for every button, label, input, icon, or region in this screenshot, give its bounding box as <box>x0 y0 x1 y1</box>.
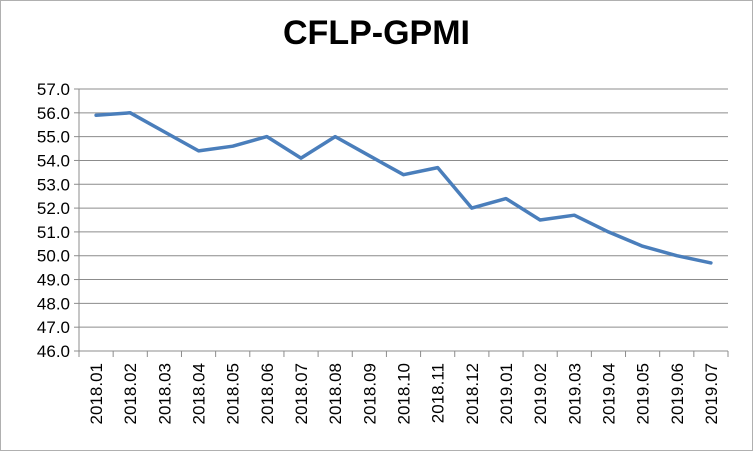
x-tick-label: 2018.10 <box>395 363 414 424</box>
series-lines <box>94 111 713 265</box>
x-tick-label: 2018.08 <box>326 363 345 424</box>
y-tick-label: 47.0 <box>37 318 70 337</box>
axes <box>74 88 729 357</box>
x-tick-label: 2018.03 <box>155 363 174 424</box>
y-tick-label: 54.0 <box>37 151 70 170</box>
y-tick-label: 57.0 <box>37 80 70 99</box>
x-tick-label: 2018.12 <box>463 363 482 424</box>
series-line <box>94 111 713 265</box>
x-tick-label: 2019.03 <box>565 363 584 424</box>
chart-title: CFLP-GPMI <box>283 14 470 52</box>
x-tick-label: 2019.07 <box>702 363 721 424</box>
x-tick-label: 2018.09 <box>360 363 379 424</box>
x-tick-label: 2018.05 <box>224 363 243 424</box>
x-tick-label: 2019.02 <box>531 363 550 424</box>
y-tick-label: 52.0 <box>37 199 70 218</box>
x-tick-label: 2018.07 <box>292 363 311 424</box>
x-tick-label: 2018.02 <box>121 363 140 424</box>
x-tick-label: 2019.05 <box>634 363 653 424</box>
y-tick-label: 50.0 <box>37 247 70 266</box>
y-tick-labels: 46.0 47.0 48.0 49.0 50.0 51.0 52.0 53.0 54.0 55.0… <box>37 80 70 361</box>
y-tick-label: 51.0 <box>37 223 70 242</box>
x-tick-label: 2018.01 <box>87 363 106 424</box>
x-tick-label: 2019.04 <box>599 363 618 424</box>
y-tick-label: 53.0 <box>37 175 70 194</box>
y-tick-label: 56.0 <box>37 104 70 123</box>
y-tick-label: 46.0 <box>37 342 70 361</box>
x-tick-label: 2018.11 <box>429 363 448 423</box>
y-tick-label: 49.0 <box>37 271 70 290</box>
gridlines <box>79 88 728 328</box>
x-tick-label: 2018.06 <box>258 363 277 424</box>
x-tick-labels: 2018.01 2018.02 2018.03 2018.04 2018.05 2018.… <box>87 363 721 424</box>
x-tick-label: 2019.06 <box>668 363 687 424</box>
y-tick-label: 48.0 <box>37 294 70 313</box>
x-tick-label: 2019.01 <box>497 363 516 424</box>
x-tick-label: 2018.04 <box>190 363 209 424</box>
y-tick-label: 55.0 <box>37 128 70 147</box>
